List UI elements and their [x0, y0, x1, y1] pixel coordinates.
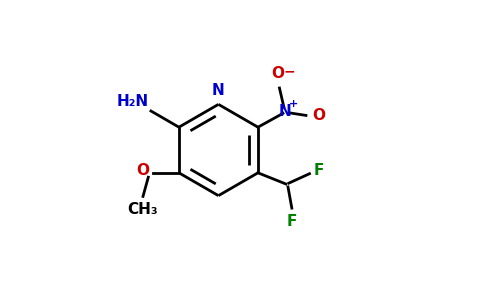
Text: +: +: [289, 99, 298, 109]
Text: −: −: [284, 65, 296, 79]
Text: O: O: [136, 163, 149, 178]
Text: F: F: [314, 163, 324, 178]
Text: CH₃: CH₃: [127, 202, 157, 217]
Text: O: O: [312, 109, 325, 124]
Text: N: N: [279, 104, 292, 119]
Text: N: N: [212, 83, 225, 98]
Text: H₂N: H₂N: [117, 94, 149, 109]
Text: O: O: [272, 66, 285, 81]
Text: F: F: [287, 214, 297, 229]
